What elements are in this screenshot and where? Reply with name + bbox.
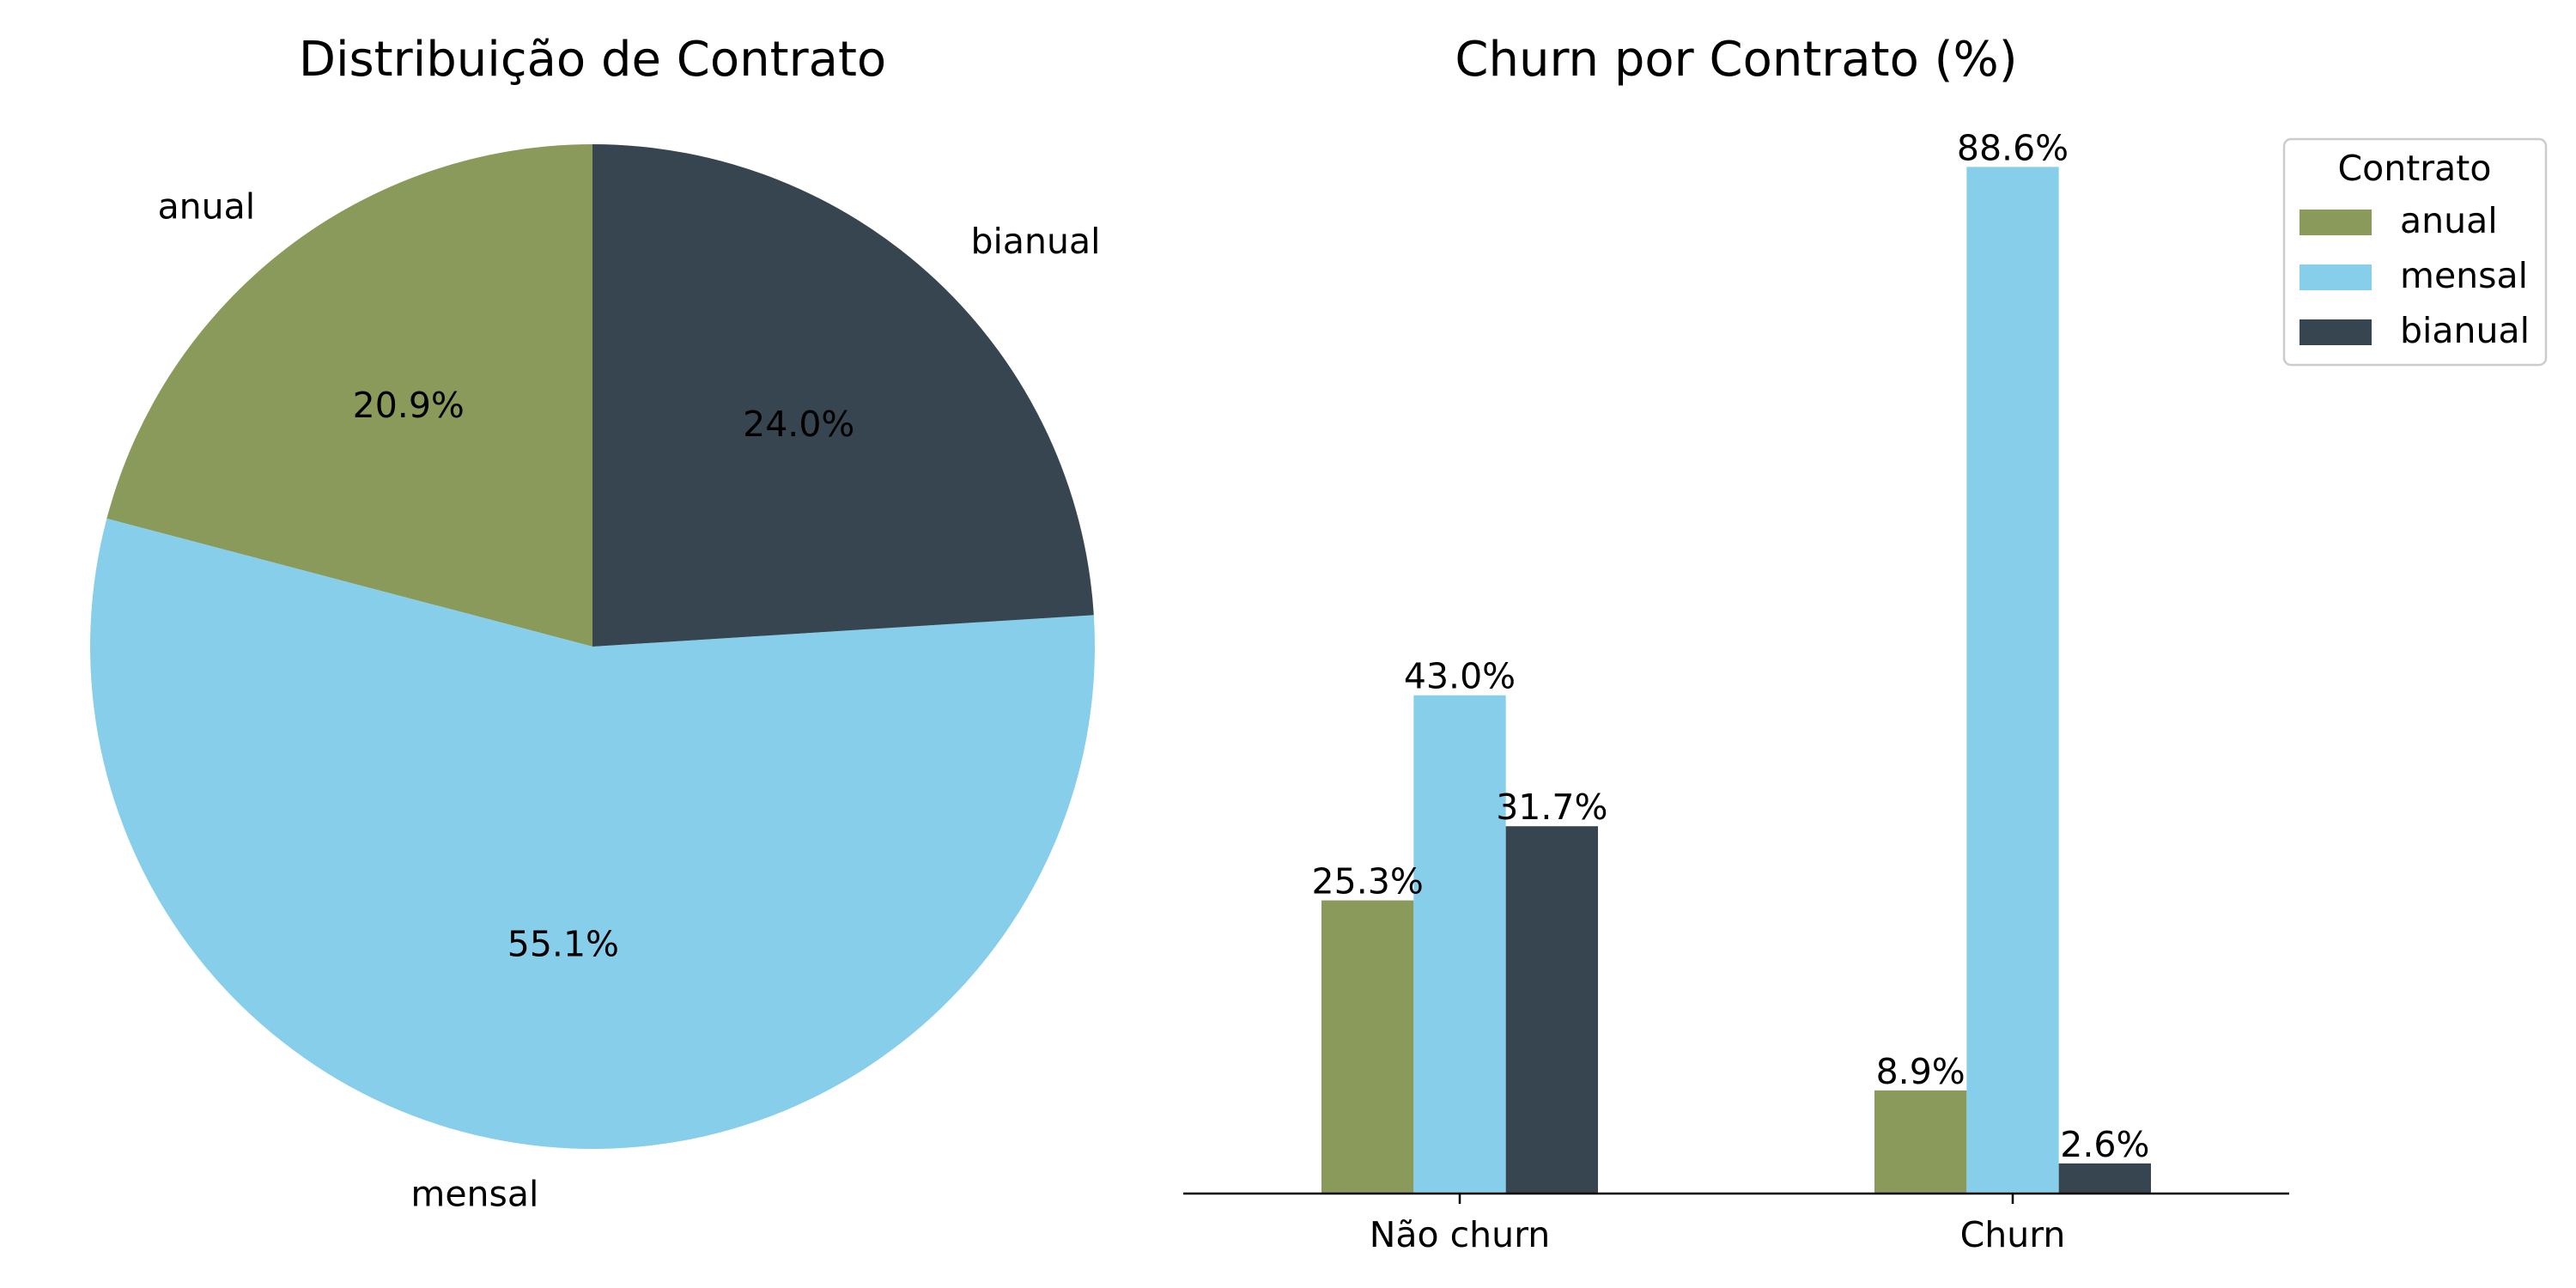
legend-swatch-anual xyxy=(2300,210,2372,235)
bar-chart: Churn por Contrato (%) 25.3% 8.9% 43.0% 88.… xyxy=(1183,32,2289,1255)
pie-chart: Distribuição de Contrato anual 20.9% mensa… xyxy=(89,32,1101,1214)
bar-bianual-churn xyxy=(2058,1163,2151,1194)
legend: Contrato anual mensal bianual xyxy=(2282,137,2548,367)
pie-label-bianual: bianual xyxy=(971,221,1101,262)
pie-pct-label-anual: 20.9% xyxy=(353,385,465,426)
legend-swatch-mensal xyxy=(2300,264,2372,290)
pie-chart-title: Distribuição de Contrato xyxy=(299,32,886,88)
legend-label-anual: anual xyxy=(2400,200,2498,241)
pie-slice-anual xyxy=(106,144,592,647)
bar-anual-churn xyxy=(1874,1090,1967,1194)
bar-value-label-anual-churn: 8.9% xyxy=(1876,1051,1965,1092)
pie-labels: anual 20.9% mensal 55.1% bianual 24.0% xyxy=(158,185,1101,1214)
pie-pct-label-mensal: 55.1% xyxy=(507,923,619,964)
pie-slices xyxy=(89,144,1095,1150)
legend-frame xyxy=(2282,137,2548,367)
legend-label-mensal: mensal xyxy=(2400,255,2528,296)
pie-label-anual: anual xyxy=(158,185,256,227)
bar-chart-title: Churn por Contrato (%) xyxy=(1455,32,2017,88)
x-tick-label-nao-churn: Não churn xyxy=(1370,1214,1551,1255)
legend-entries: anual mensal bianual xyxy=(2300,200,2530,351)
pie-slice-mensal xyxy=(89,518,1095,1150)
bar-value-labels: 25.3% 8.9% 43.0% 88.6% 31.7% 2.6% xyxy=(1312,127,2150,1165)
bars xyxy=(1321,167,2151,1194)
bar-mensal-nao-churn xyxy=(1413,695,1506,1194)
bar-value-label-bianual-churn: 2.6% xyxy=(2060,1124,2149,1165)
bar-value-label-anual-nao-churn: 25.3% xyxy=(1312,861,1424,902)
pie-label-mensal: mensal xyxy=(410,1173,538,1214)
bar-value-label-bianual-nao-churn: 31.7% xyxy=(1496,787,1607,828)
bar-mensal-churn xyxy=(1966,167,2059,1194)
bar-value-label-mensal-churn: 88.6% xyxy=(1957,127,2069,168)
bar-bianual-nao-churn xyxy=(1505,826,1598,1194)
legend-title: Contrato xyxy=(2338,148,2492,189)
x-tick-label-churn: Churn xyxy=(1960,1214,2066,1255)
bar-value-label-mensal-nao-churn: 43.0% xyxy=(1404,656,1516,697)
legend-swatch-bianual xyxy=(2300,319,2372,345)
bar-anual-nao-churn xyxy=(1321,900,1414,1194)
pie-pct-label-bianual: 24.0% xyxy=(743,404,854,445)
legend-label-bianual: bianual xyxy=(2400,310,2530,351)
pie-slice-bianual xyxy=(592,144,1094,647)
x-ticks: Não churn Churn xyxy=(1370,1194,2066,1255)
